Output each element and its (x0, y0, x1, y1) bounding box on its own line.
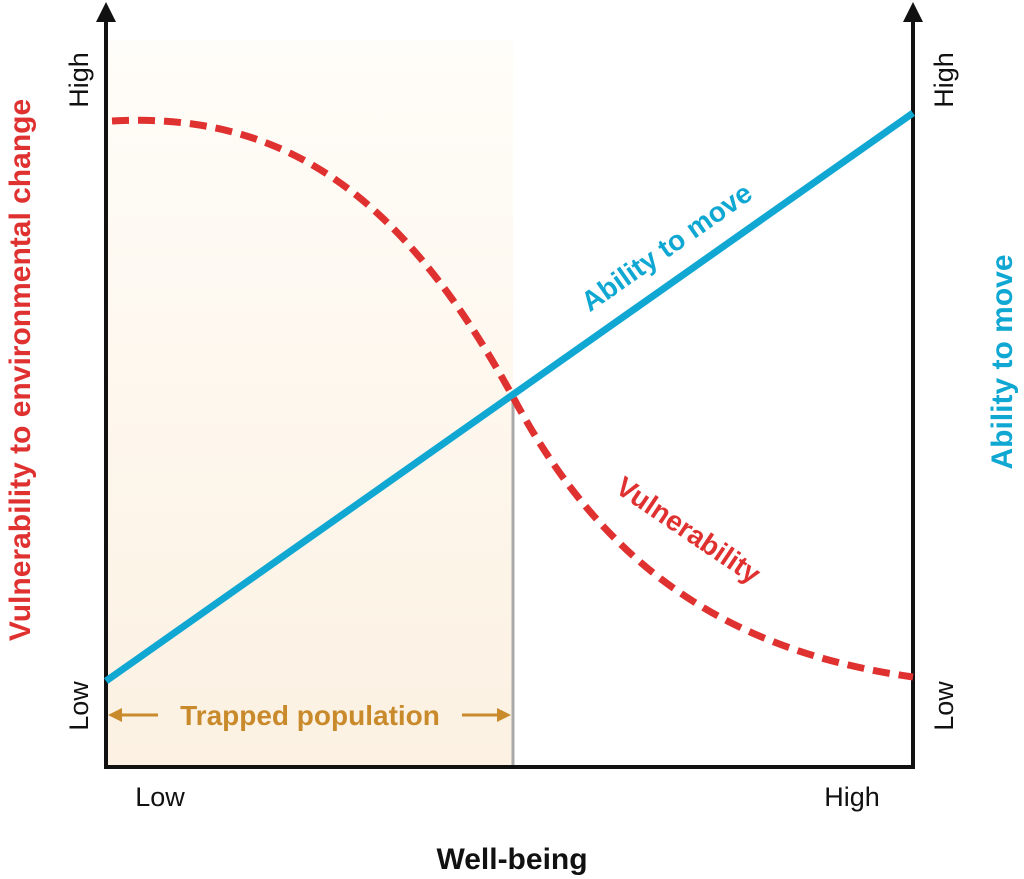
ability-curve-label: Ability to move (575, 177, 757, 318)
x-low-label: Low (135, 782, 185, 812)
right-low-label: Low (929, 681, 959, 731)
left-low-label: Low (64, 681, 94, 731)
trapped-region (106, 40, 513, 767)
trapped-population-label: Trapped population (180, 700, 440, 731)
right-axis-arrow (903, 2, 923, 22)
right-high-label: High (929, 52, 959, 108)
vulnerability-curve-label: Vulnerability (610, 471, 766, 590)
left-axis-arrow (96, 2, 116, 22)
left-high-label: High (64, 52, 94, 108)
ability-line (103, 110, 916, 684)
x-high-label: High (824, 782, 880, 812)
trapped-arrow-left (108, 708, 158, 722)
left-axis-title: Vulnerability to environmental change (4, 99, 37, 641)
trapped-arrow-right (462, 708, 511, 722)
right-axis-title: Ability to move (986, 254, 1019, 469)
x-axis-title: Well-being (436, 843, 587, 876)
